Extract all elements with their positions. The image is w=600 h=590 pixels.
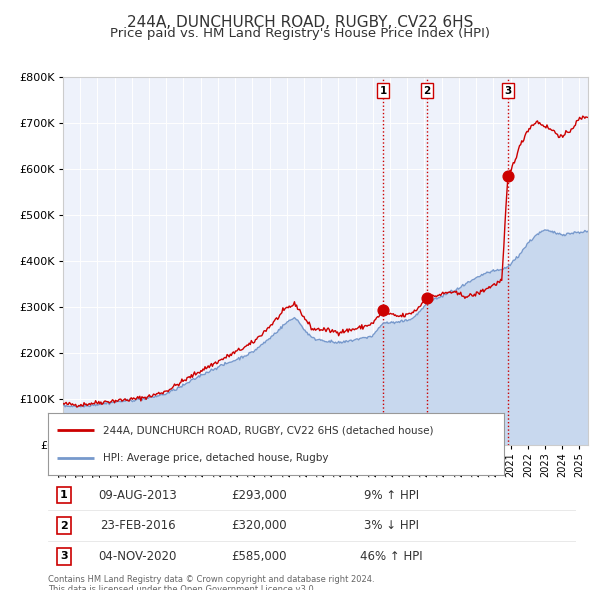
Point — [422, 293, 431, 303]
Text: 3: 3 — [60, 552, 68, 561]
Text: Contains HM Land Registry data © Crown copyright and database right 2024.
This d: Contains HM Land Registry data © Crown c… — [48, 575, 374, 590]
Text: £320,000: £320,000 — [232, 519, 287, 532]
Text: 2: 2 — [423, 86, 431, 96]
Text: 04-NOV-2020: 04-NOV-2020 — [98, 550, 177, 563]
Text: 244A, DUNCHURCH ROAD, RUGBY, CV22 6HS: 244A, DUNCHURCH ROAD, RUGBY, CV22 6HS — [127, 15, 473, 30]
Text: 3: 3 — [504, 86, 511, 96]
Text: Price paid vs. HM Land Registry's House Price Index (HPI): Price paid vs. HM Land Registry's House … — [110, 27, 490, 40]
Point — [503, 171, 512, 181]
Text: 244A, DUNCHURCH ROAD, RUGBY, CV22 6HS (detached house): 244A, DUNCHURCH ROAD, RUGBY, CV22 6HS (d… — [103, 425, 433, 435]
Text: 09-AUG-2013: 09-AUG-2013 — [98, 489, 177, 502]
Text: 9% ↑ HPI: 9% ↑ HPI — [364, 489, 419, 502]
Text: 1: 1 — [60, 490, 68, 500]
Point — [379, 306, 388, 315]
Text: 2: 2 — [60, 521, 68, 530]
Text: 1: 1 — [380, 86, 387, 96]
Text: 46% ↑ HPI: 46% ↑ HPI — [360, 550, 422, 563]
Text: £293,000: £293,000 — [232, 489, 287, 502]
Text: £585,000: £585,000 — [232, 550, 287, 563]
Text: 3% ↓ HPI: 3% ↓ HPI — [364, 519, 419, 532]
Text: 23-FEB-2016: 23-FEB-2016 — [100, 519, 176, 532]
Text: HPI: Average price, detached house, Rugby: HPI: Average price, detached house, Rugb… — [103, 453, 328, 463]
